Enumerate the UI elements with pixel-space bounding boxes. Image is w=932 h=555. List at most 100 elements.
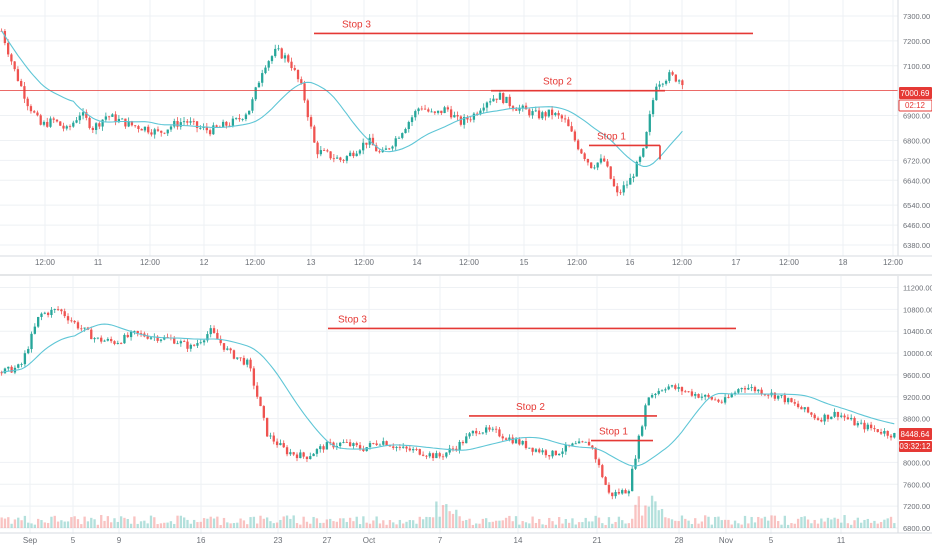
price-tick-label: 6460.00 — [903, 221, 930, 230]
candle-body — [195, 121, 199, 128]
candle-body — [315, 449, 319, 454]
candle-body — [150, 132, 153, 135]
volume-bar — [627, 523, 631, 528]
volume-bar — [80, 524, 83, 528]
volume-bar — [163, 522, 166, 528]
candle-body — [879, 431, 883, 434]
volume-bar — [100, 515, 103, 528]
candle-body — [114, 114, 117, 123]
top-last-price-badge — [899, 87, 932, 99]
bottom-price-axis[interactable]: 11200.00 10800.00 10400.00 10000.00 9600.00 9… — [903, 283, 932, 533]
candle-body — [316, 142, 319, 155]
volume-bar — [800, 516, 803, 528]
volume-bar — [365, 522, 368, 528]
candle-body — [574, 443, 577, 445]
candle-body — [65, 126, 68, 129]
candle-body — [85, 112, 88, 118]
candle-body — [322, 150, 326, 151]
volume-bar — [282, 516, 285, 528]
candle-body — [632, 176, 635, 178]
candle-body — [293, 68, 296, 70]
candle-body — [119, 342, 123, 344]
volume-bar — [431, 517, 435, 528]
candle-body — [219, 338, 222, 344]
candle-body — [485, 102, 489, 108]
volume-bar — [461, 520, 465, 528]
candle-body — [622, 185, 625, 193]
volume-bar — [720, 520, 723, 528]
candle-body — [212, 328, 216, 333]
candle-body — [40, 313, 43, 317]
price-tick-label: 7100.00 — [903, 62, 930, 71]
volume-bar — [43, 522, 46, 528]
volume-bar — [780, 524, 783, 528]
candle-body — [796, 403, 800, 408]
candle-body — [730, 394, 733, 398]
candle-body — [660, 390, 664, 392]
volume-bar — [70, 517, 73, 528]
candle-body — [459, 116, 463, 125]
candle-body — [423, 108, 427, 110]
candle-body — [303, 83, 306, 101]
candle-body — [498, 93, 502, 100]
volume-bar — [760, 518, 763, 528]
candle-body — [37, 316, 40, 327]
volume-bar — [723, 519, 727, 528]
price-tick-label: 6380.00 — [903, 241, 930, 250]
volume-bar — [733, 520, 737, 528]
candle-body — [859, 422, 863, 424]
candle-body — [397, 137, 401, 139]
candle-body — [557, 112, 560, 116]
volume-bar — [83, 516, 86, 528]
candle-body — [843, 415, 846, 418]
volume-bar — [179, 515, 183, 528]
volume-bar — [20, 520, 23, 528]
volume-bar — [777, 521, 780, 528]
volume-bar — [199, 521, 202, 528]
top-time-axis[interactable]: 12:00 11 12:00 12 12:00 13 12:00 14 12:00 15 12:00… — [35, 258, 904, 267]
volume-bar — [750, 516, 753, 528]
time-tick-label: 23 — [274, 536, 283, 545]
volume-bar — [524, 522, 528, 528]
volume-bar — [352, 521, 355, 528]
candle-body — [528, 447, 531, 449]
candle-body — [414, 111, 417, 118]
volume-bar — [485, 518, 488, 528]
candle-body — [537, 110, 541, 119]
candle-body — [10, 366, 13, 373]
volume-bar — [528, 523, 531, 528]
volume-bar — [113, 518, 116, 528]
volume-bar — [362, 516, 365, 528]
candle-body — [264, 67, 267, 74]
candle-body — [29, 106, 33, 112]
candle-body — [239, 357, 242, 359]
candle-body — [182, 121, 186, 123]
volume-bar — [654, 501, 657, 528]
candle-body — [813, 414, 816, 419]
candle-body — [275, 441, 279, 446]
volume-bar — [209, 516, 212, 528]
volume-bar — [558, 517, 561, 528]
volume-bar — [348, 517, 352, 528]
candle-body — [544, 450, 548, 456]
volume-bar — [119, 516, 123, 528]
candle-body — [635, 161, 638, 177]
candle-body — [597, 459, 601, 466]
volume-bar — [700, 521, 704, 528]
top-price-axis[interactable]: 7300.00 7200.00 7100.00 6900.00 6800.00 6720.… — [903, 12, 930, 250]
volume-bar — [488, 522, 491, 528]
volume-bar — [0, 517, 3, 528]
volume-bar — [564, 519, 567, 528]
volume-bar — [541, 524, 544, 528]
candle-body — [391, 146, 394, 149]
candle-body — [810, 412, 813, 415]
volume-bar — [667, 518, 670, 528]
volume-bar — [786, 524, 790, 528]
volume-bar — [169, 521, 173, 528]
candle-body — [410, 117, 414, 123]
volume-bar — [846, 523, 850, 528]
price-tick-label: 9600.00 — [903, 371, 930, 380]
bottom-time-axis[interactable]: Sep 5 9 16 23 27 Oct 7 14 21 28 Nov 5 11 — [23, 536, 846, 545]
volume-bar — [269, 521, 272, 528]
candle-body — [465, 436, 468, 444]
